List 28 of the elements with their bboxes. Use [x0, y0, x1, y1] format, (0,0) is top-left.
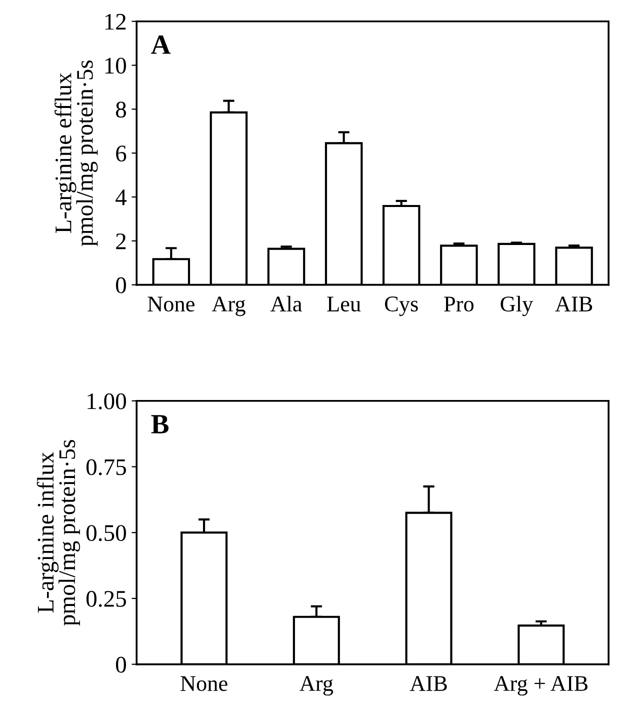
x-tick-label: Cys	[385, 296, 418, 316]
y-tick-label: 0	[116, 656, 126, 673]
x-tick-label: Arg + AIB	[494, 676, 588, 696]
x-tick-label: None	[148, 296, 194, 312]
y-tick-label: 10	[105, 58, 126, 74]
x-tick-label: AIB	[555, 296, 592, 312]
y-axis-title: L-arginine influx pmol/mg protein·5s	[36, 440, 80, 626]
y-tick-label: 0.25	[86, 590, 126, 607]
y-axis-title: L-arginine efflux pmol/mg protein·5s	[54, 60, 98, 246]
x-tick-label: Leu	[327, 296, 361, 312]
x-tick-label: Arg	[300, 676, 334, 696]
y-tick-label: 0	[116, 277, 126, 294]
y-tick-label: 0.75	[86, 459, 126, 476]
x-tick-label: Pro	[444, 296, 474, 312]
x-tick-label: AIB	[410, 676, 447, 691]
y-tick-label: 0.50	[86, 525, 126, 542]
y-tick-label: 8	[116, 102, 126, 118]
x-tick-label: None	[180, 676, 228, 692]
y-tick-label: 12	[105, 14, 126, 30]
x-tick-label: Gly	[500, 296, 534, 316]
chart-title: A	[151, 35, 171, 54]
y-tick-label: 4	[116, 190, 127, 206]
x-tick-label: Ala	[270, 296, 302, 312]
x-tick-label: Arg	[212, 296, 246, 316]
y-tick-label: 1.00	[88, 393, 126, 410]
chart-title: B	[151, 415, 169, 434]
y-tick-label: 6	[116, 146, 126, 162]
y-tick-label: 2	[116, 233, 126, 250]
